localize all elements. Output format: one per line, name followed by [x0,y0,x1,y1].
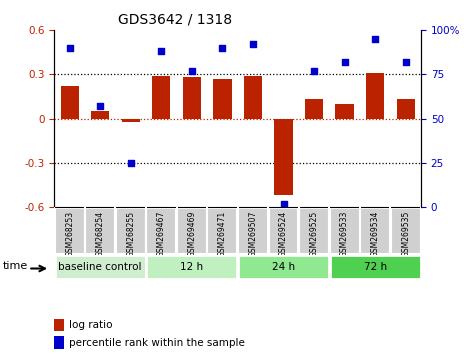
FancyBboxPatch shape [269,207,298,255]
Text: GSM269534: GSM269534 [371,211,380,257]
Point [402,59,410,65]
FancyBboxPatch shape [299,207,329,255]
Text: GSM269469: GSM269469 [187,211,196,257]
Text: GSM269471: GSM269471 [218,211,227,257]
Text: GSM269524: GSM269524 [279,211,288,257]
FancyBboxPatch shape [238,207,268,255]
Text: percentile rank within the sample: percentile rank within the sample [69,338,245,348]
FancyBboxPatch shape [330,207,359,255]
Bar [244,76,262,119]
FancyBboxPatch shape [360,207,390,255]
Bar [91,111,109,119]
Text: GSM269467: GSM269467 [157,211,166,257]
Bar [274,119,293,195]
Bar [61,86,79,119]
FancyBboxPatch shape [85,207,115,255]
Text: 24 h: 24 h [272,262,295,272]
Bar [122,119,140,121]
FancyBboxPatch shape [55,207,85,255]
Point [310,68,318,74]
Bar [183,77,201,119]
Bar [305,99,323,119]
Point [127,160,134,166]
Point [96,103,104,109]
Text: GSM268255: GSM268255 [126,211,135,257]
FancyBboxPatch shape [391,207,420,255]
Text: 72 h: 72 h [364,262,387,272]
Bar [335,104,354,119]
Bar [366,73,384,119]
Text: GSM269525: GSM269525 [309,211,318,257]
Text: time: time [3,261,28,271]
FancyBboxPatch shape [116,207,146,255]
Point [371,36,379,42]
Point [219,45,226,51]
Point [249,41,257,47]
FancyBboxPatch shape [238,255,329,279]
Bar [152,76,170,119]
FancyBboxPatch shape [55,255,146,279]
Bar [396,99,415,119]
FancyBboxPatch shape [208,207,237,255]
Text: baseline control: baseline control [59,262,142,272]
Bar [213,79,232,119]
Text: GSM269535: GSM269535 [401,211,410,257]
Point [280,201,287,206]
Text: 12 h: 12 h [180,262,203,272]
FancyBboxPatch shape [146,255,237,279]
Text: GSM269507: GSM269507 [248,211,257,257]
Text: GSM268253: GSM268253 [65,211,74,257]
Text: GSM268254: GSM268254 [96,211,105,257]
FancyBboxPatch shape [146,207,176,255]
Point [341,59,349,65]
Bar [54,319,63,331]
Bar [54,336,63,349]
Point [188,68,196,74]
Text: log ratio: log ratio [69,320,113,330]
Point [66,45,73,51]
FancyBboxPatch shape [177,207,207,255]
Point [158,48,165,54]
Text: GSM269533: GSM269533 [340,211,349,257]
FancyBboxPatch shape [330,255,420,279]
Text: GDS3642 / 1318: GDS3642 / 1318 [118,12,232,27]
